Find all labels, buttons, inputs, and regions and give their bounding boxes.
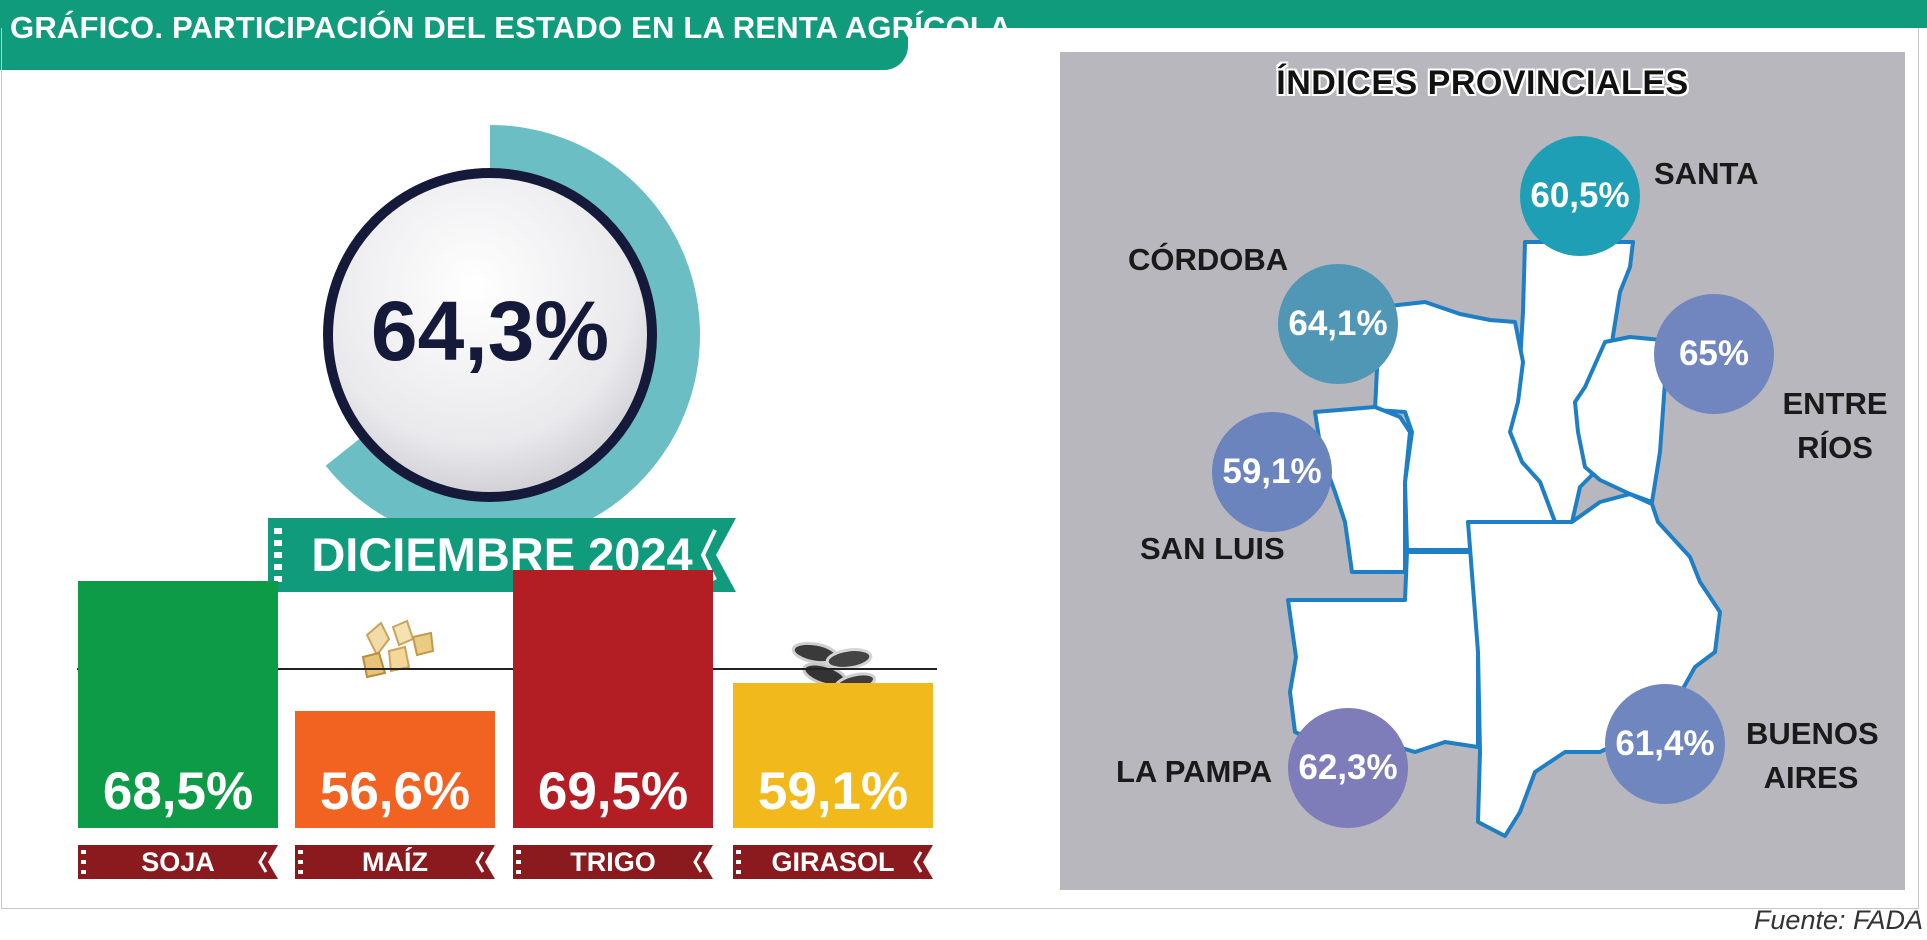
crop-value-label: 59,1% — [757, 762, 909, 821]
province-bubble-entre-rios: 65% — [1654, 294, 1774, 414]
crop-baseline — [77, 668, 937, 670]
corn-kernel-icon — [361, 619, 435, 679]
map-region-cordoba — [1373, 300, 1557, 552]
province-name-la-pampa: LA PAMPA — [1116, 754, 1273, 789]
province-name-santa: SANTA — [1654, 156, 1759, 191]
crop-name-label: MAÍZ — [362, 847, 428, 877]
crop-bar: 56,6% — [295, 711, 495, 828]
province-name-entre-rios-line2: RÍOS — [1797, 430, 1873, 465]
provincial-map-panel: ÍNDICES PROVINCIALES 60,5% SANTA 64,1% C… — [1060, 52, 1905, 890]
crop-name-label: SOJA — [141, 847, 215, 877]
crop-bar: 69,5% — [513, 570, 713, 828]
crop-label-band: MAÍZ — [295, 845, 495, 879]
province-bubble-buenos-aires: 61,4% — [1605, 684, 1725, 804]
crop-name-label: TRIGO — [570, 847, 656, 877]
map-title: ÍNDICES PROVINCIALES — [1276, 64, 1689, 102]
crop-bar: 68,5% — [78, 581, 278, 828]
province-bubble-cordoba: 64,1% — [1278, 264, 1398, 384]
crop-name-label: GIRASOL — [771, 847, 895, 877]
crop-label-band: TRIGO — [513, 845, 713, 879]
crop-bar: 59,1% — [733, 683, 933, 828]
province-name-san-luis: SAN LUIS — [1140, 531, 1285, 566]
map-region-la-pampa — [1286, 550, 1480, 754]
main-donut-chart: 64,3% — [323, 125, 700, 530]
province-bubble-la-pampa: 62,3% — [1288, 708, 1408, 828]
crop-value-label: 69,5% — [537, 762, 689, 821]
province-bubble-san-luis: 59,1% — [1212, 412, 1332, 532]
province-name-cordoba: CÓRDOBA — [1128, 242, 1289, 277]
title-tab: GRÁFICO. PARTICIPACIÓN DEL ESTADO EN LA … — [0, 0, 1011, 70]
chart-title: GRÁFICO. PARTICIPACIÓN DEL ESTADO EN LA … — [10, 10, 1012, 45]
province-name-entre-rios: ENTRE RÍOS — [1780, 382, 1890, 470]
province-bubble-santa: 60,5% — [1520, 136, 1640, 256]
crop-value-label: 68,5% — [102, 762, 254, 821]
main-value-label: 64,3% — [371, 284, 609, 378]
province-name-entre-rios-line1: ENTRE — [1782, 386, 1888, 421]
provinces-map — [1286, 240, 1722, 838]
source-note: Fuente: FADA — [1753, 905, 1923, 935]
province-name-buenos-aires: BUENOS AIRES — [1746, 712, 1879, 800]
content-frame — [1, 28, 1919, 909]
crop-label-band: GIRASOL — [733, 845, 933, 879]
crop-label-band: SOJA — [78, 845, 278, 879]
crop-value-label: 56,6% — [319, 762, 471, 821]
province-name-buenos-aires-line2: AIRES — [1763, 760, 1859, 795]
donut-center-disc — [323, 168, 657, 502]
province-name-buenos-aires-line1: BUENOS — [1746, 716, 1879, 751]
